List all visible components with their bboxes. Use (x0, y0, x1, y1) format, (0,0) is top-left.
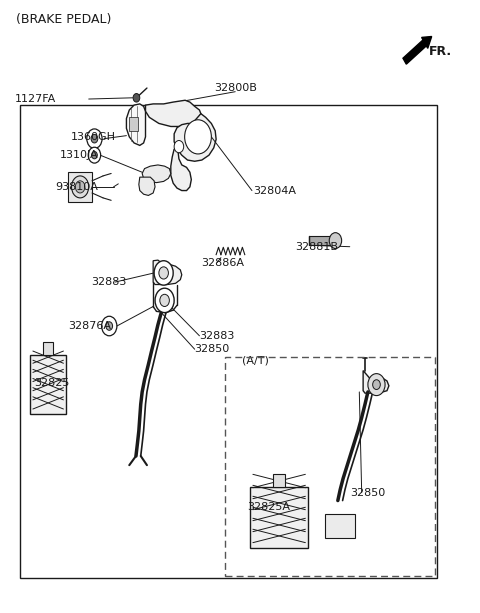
Circle shape (154, 261, 173, 285)
Circle shape (106, 322, 113, 330)
Text: 1310JA: 1310JA (60, 150, 98, 160)
Bar (30, 356, 66, 414)
Polygon shape (153, 260, 182, 284)
Bar (225, 357, 435, 576)
Text: 32800B: 32800B (214, 83, 257, 93)
Text: 93810A: 93810A (55, 182, 98, 192)
Circle shape (75, 181, 85, 193)
Text: 32883: 32883 (199, 331, 235, 341)
Text: 32825A: 32825A (247, 501, 290, 512)
Circle shape (372, 379, 380, 389)
Text: (A/T): (A/T) (242, 355, 269, 365)
Polygon shape (68, 172, 92, 202)
Bar (274, 474, 285, 487)
Circle shape (368, 374, 385, 395)
Circle shape (88, 147, 101, 163)
Polygon shape (171, 149, 192, 191)
Text: 1360GH: 1360GH (71, 132, 116, 142)
Bar (20, 105, 437, 578)
Polygon shape (174, 113, 216, 161)
Bar (43, 342, 53, 356)
Text: 32850: 32850 (195, 345, 230, 354)
Polygon shape (126, 104, 145, 145)
Circle shape (329, 233, 342, 248)
Circle shape (91, 134, 98, 143)
Polygon shape (145, 101, 201, 126)
Text: 32883: 32883 (91, 277, 127, 287)
Polygon shape (139, 177, 155, 196)
Circle shape (159, 267, 168, 279)
Circle shape (102, 316, 117, 336)
Circle shape (174, 140, 184, 153)
Circle shape (87, 129, 102, 148)
FancyArrow shape (403, 37, 432, 64)
Text: 32876A: 32876A (68, 321, 111, 331)
Text: 32850: 32850 (350, 487, 385, 498)
Text: 32804A: 32804A (253, 186, 296, 196)
Bar (129, 117, 138, 131)
Circle shape (92, 151, 97, 159)
Circle shape (155, 288, 174, 313)
Text: 32886A: 32886A (201, 257, 244, 267)
Circle shape (72, 176, 89, 198)
Circle shape (133, 94, 140, 102)
Polygon shape (142, 165, 171, 183)
Polygon shape (363, 371, 389, 393)
Circle shape (185, 120, 211, 154)
Circle shape (160, 294, 169, 306)
Text: FR.: FR. (429, 45, 452, 58)
Text: 32881B: 32881B (295, 242, 338, 252)
Text: 1127FA: 1127FA (15, 94, 56, 104)
Text: 32825: 32825 (34, 378, 69, 388)
Bar (309, 237, 336, 245)
Text: (BRAKE PEDAL): (BRAKE PEDAL) (16, 13, 111, 26)
Bar (251, 487, 308, 547)
Bar (325, 514, 356, 538)
